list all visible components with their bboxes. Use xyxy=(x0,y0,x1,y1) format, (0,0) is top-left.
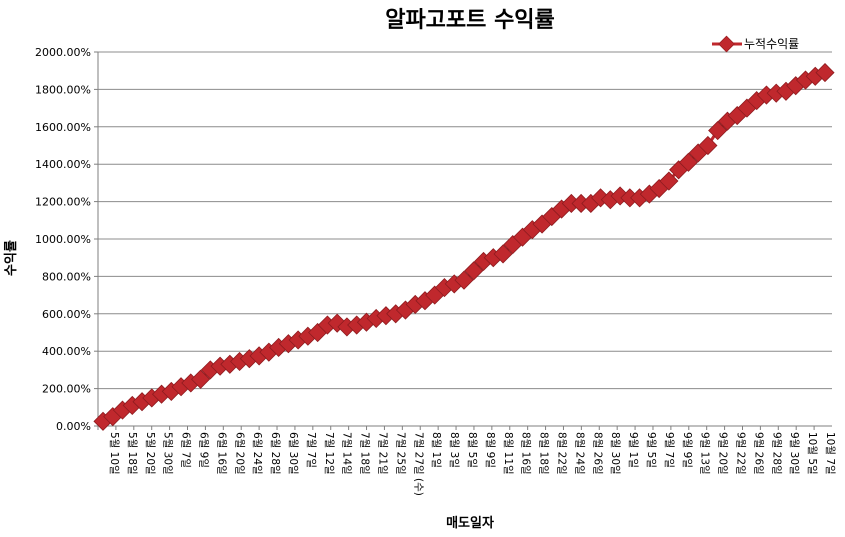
x-tick-label: 6월 7일 xyxy=(180,432,193,468)
x-tick-label: 5월 30일 xyxy=(162,432,175,475)
x-tick-label: 9월 9일 xyxy=(681,432,694,468)
x-tick-label: 5월 18일 xyxy=(126,432,139,475)
data-point xyxy=(659,171,679,191)
data-point xyxy=(698,135,718,156)
chart-title: 알파고포트 수익률 xyxy=(385,8,555,33)
x-tick-label: 8월 18일 xyxy=(538,432,551,475)
y-tick-label: 1400.00% xyxy=(35,158,91,171)
x-tick-label: 8월 3일 xyxy=(448,432,461,468)
x-tick-label: 7월 27일 (수) xyxy=(412,432,425,496)
x-tick-label: 7월 18일 xyxy=(359,432,372,475)
x-tick-label: 9월 7일 xyxy=(663,432,676,468)
x-tick-label: 8월 22일 xyxy=(556,432,569,475)
x-tick-label: 9월 20일 xyxy=(717,432,730,475)
x-tick-label: 8월 5일 xyxy=(466,432,479,468)
x-tick-label: 7월 7일 xyxy=(305,432,318,468)
y-tick-label: 1600.00% xyxy=(35,121,91,134)
legend: 누적수익률 xyxy=(712,35,799,53)
y-tick-label: 800.00% xyxy=(42,270,91,283)
x-tick-label: 10월 7일 xyxy=(824,432,837,475)
data-point xyxy=(454,270,474,290)
x-tick-label: 8월 24일 xyxy=(573,432,586,475)
x-tick-label: 6월 9일 xyxy=(197,432,210,468)
x-tick-label: 8월 30일 xyxy=(609,432,622,475)
x-tick-label: 8월 1일 xyxy=(430,432,443,468)
x-tick-label: 9월 13일 xyxy=(699,432,712,475)
x-tick-label: 6월 20일 xyxy=(233,432,246,475)
data-point xyxy=(464,261,484,281)
x-axis-title: 매도일자 xyxy=(446,516,494,531)
y-tick-label: 1200.00% xyxy=(35,196,91,209)
x-tick-labels: 5월 10일 5월 18일 5월 20일 5월 30일 6월 7일 6월 9일 6월 16일… xyxy=(97,426,837,496)
y-tick-label: 600.00% xyxy=(42,308,91,321)
x-tick-label: 8월 11일 xyxy=(502,432,515,475)
legend-marker xyxy=(718,35,735,53)
data-point xyxy=(678,152,698,172)
data-point xyxy=(708,120,728,141)
y-tick-label: 200.00% xyxy=(42,383,91,396)
x-tick-label: 9월 28일 xyxy=(770,432,783,475)
y-tick-label: 1000.00% xyxy=(35,233,91,246)
series-cumulative-return xyxy=(93,63,835,431)
y-tick-label: 400.00% xyxy=(42,345,91,358)
x-tick-label: 8월 16일 xyxy=(520,432,533,475)
gridlines xyxy=(98,51,832,390)
y-tick-label: 1800.00% xyxy=(35,83,91,96)
x-tick-label: 9월 5일 xyxy=(645,432,658,468)
x-tick-label: 10월 5일 xyxy=(806,432,819,475)
x-tick-label: 9월 1일 xyxy=(627,432,640,468)
x-tick-label: 9월 26일 xyxy=(752,432,765,475)
data-point xyxy=(493,244,513,264)
x-tick-label: 6월 24일 xyxy=(251,432,264,475)
data-point xyxy=(815,63,835,83)
x-tick-label: 9월 30일 xyxy=(788,432,801,475)
x-tick-label: 9월 22일 xyxy=(735,432,748,475)
x-tick-label: 7월 14일 xyxy=(341,432,354,475)
x-tick-label: 6월 16일 xyxy=(215,432,228,475)
y-tick-label: 0.00% xyxy=(56,420,91,433)
x-tick-label: 5월 10일 xyxy=(108,432,121,475)
legend-label: 누적수익률 xyxy=(744,37,799,51)
y-axis-title: 수익률 xyxy=(3,240,19,276)
x-tick-label: 5월 20일 xyxy=(144,432,157,475)
x-tick-label: 7월 25일 xyxy=(394,432,407,475)
x-tick-label: 6월 30일 xyxy=(287,432,300,475)
x-tick-label: 8월 26일 xyxy=(591,432,604,475)
y-tick-labels: 0.00% 200.00% 400.00% 600.00% 800.00% 1000.00… xyxy=(35,46,98,433)
x-tick-label: 7월 21일 xyxy=(376,432,389,475)
x-tick-label: 8월 9일 xyxy=(484,432,497,468)
x-tick-label: 6월 28일 xyxy=(269,432,282,475)
data-point xyxy=(191,369,211,389)
y-tick-label: 2000.00% xyxy=(35,46,91,59)
x-tick-label: 7월 12일 xyxy=(323,432,336,475)
